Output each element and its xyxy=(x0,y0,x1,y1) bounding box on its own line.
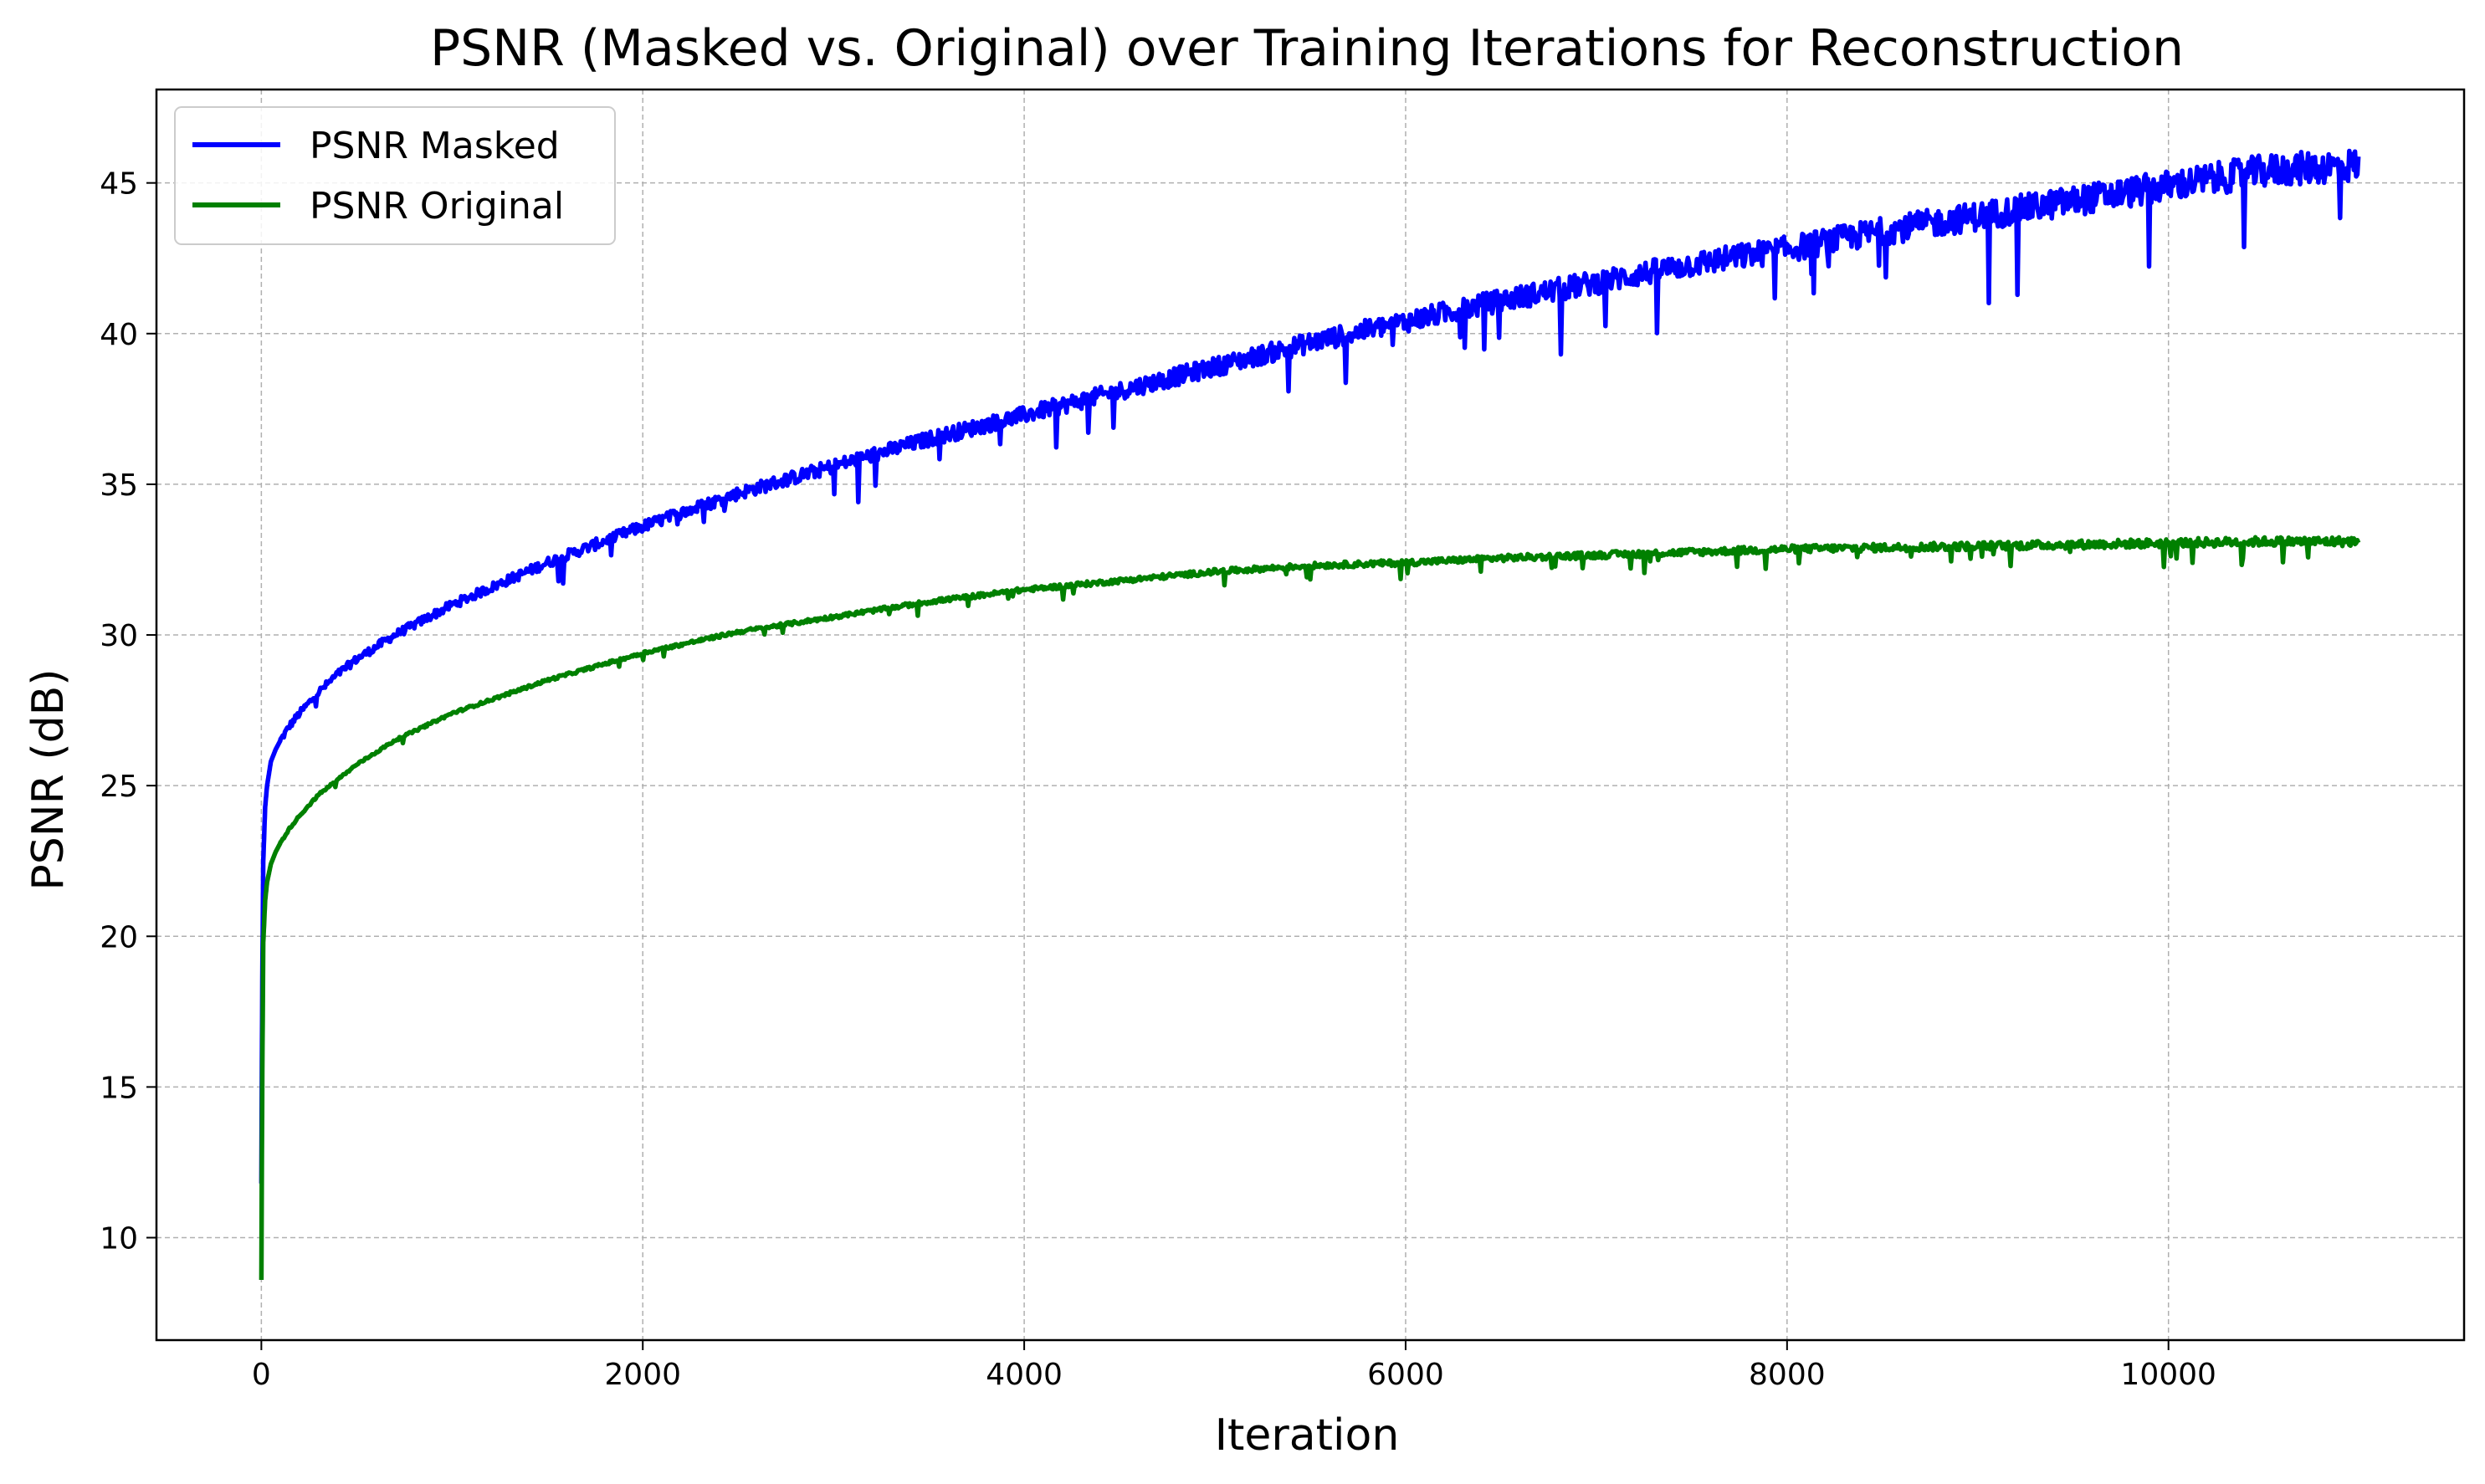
series-lines xyxy=(259,148,2361,1281)
y-tick-label: 30 xyxy=(100,619,138,653)
legend: PSNR Masked PSNR Original xyxy=(174,106,616,245)
y-tick-label: 15 xyxy=(100,1071,138,1105)
y-tick-label: 35 xyxy=(100,468,138,503)
x-tick-label: 0 xyxy=(252,1358,271,1392)
y-tick-label: 40 xyxy=(100,318,138,352)
y-axis-label: PSNR (dB) xyxy=(23,668,74,890)
x-tick-label: 10000 xyxy=(2120,1358,2216,1392)
axis-ticks: 0 2000 4000 6000 8000 10000 10 15 20 25 30 35 40 45 xyxy=(100,167,2216,1392)
series-line-psnr-original xyxy=(259,535,2361,1281)
series-line-psnr-masked xyxy=(259,148,2361,1184)
y-tick-label: 45 xyxy=(100,167,138,202)
x-tick-label: 8000 xyxy=(1749,1358,1826,1392)
x-tick-label: 2000 xyxy=(604,1358,681,1392)
legend-label: PSNR Original xyxy=(310,185,564,228)
y-tick-label: 10 xyxy=(100,1222,138,1256)
x-axis-label: Iteration xyxy=(1215,1410,1400,1461)
x-tick-label: 4000 xyxy=(986,1358,1063,1392)
legend-label: PSNR Masked xyxy=(310,125,560,167)
plot-frame xyxy=(155,88,2466,1342)
y-tick-label: 25 xyxy=(100,770,138,804)
legend-box xyxy=(174,106,616,245)
chart-title: PSNR (Masked vs. Original) over Training… xyxy=(430,19,2184,78)
y-tick-label: 20 xyxy=(100,920,138,954)
x-tick-label: 6000 xyxy=(1367,1358,1444,1392)
